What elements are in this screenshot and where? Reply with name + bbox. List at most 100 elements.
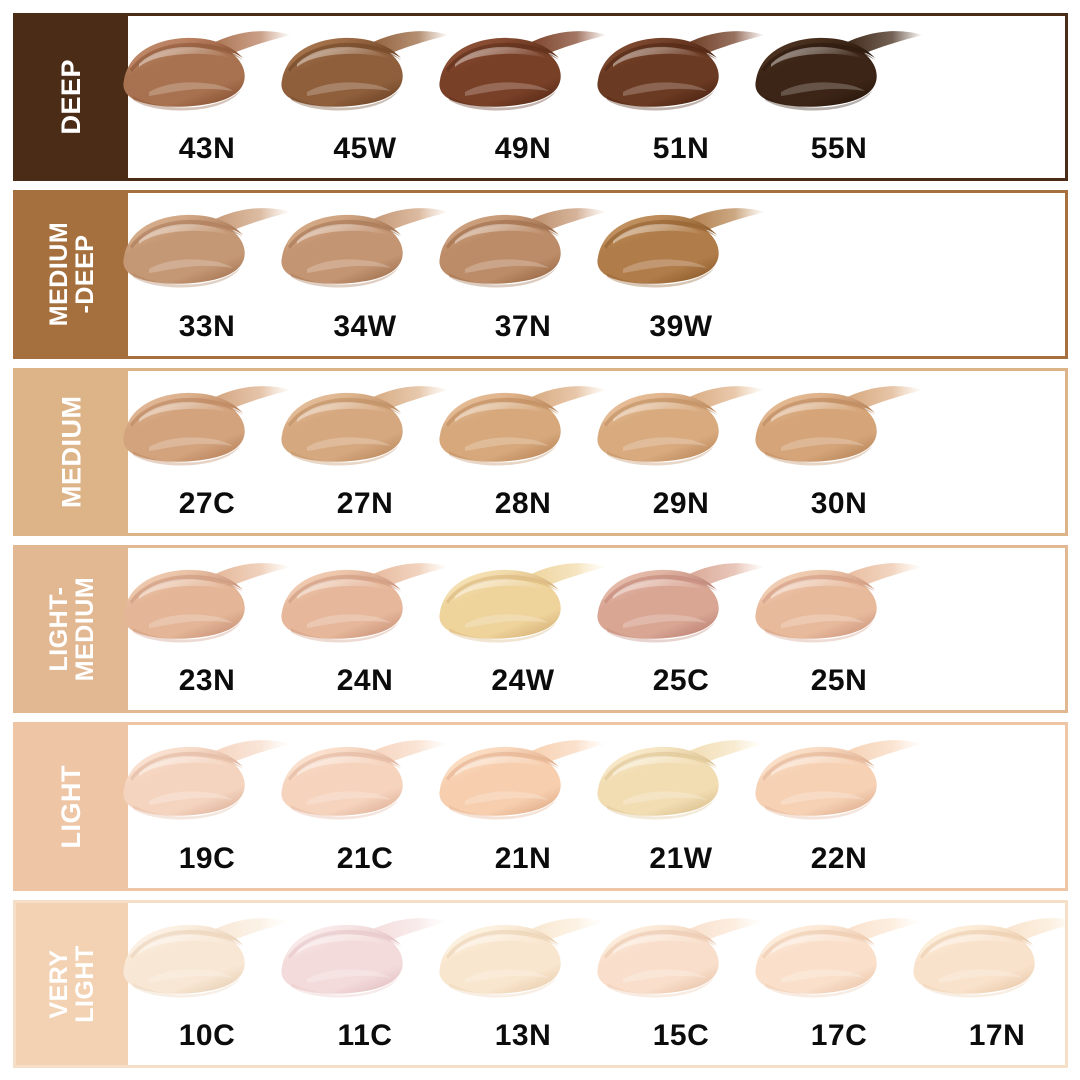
swatch-cell[interactable]: 34W (281, 193, 449, 355)
shade-code: 27N (336, 486, 394, 520)
category-label-text: DEEP (56, 59, 87, 135)
swatch-cell[interactable]: 17N (913, 903, 1065, 1065)
swatch-cell[interactable]: 39W (597, 193, 765, 355)
shade-code: 19C (178, 841, 236, 875)
swatch-cell[interactable]: 24N (281, 548, 449, 710)
shade-code: 25C (652, 664, 710, 698)
swatch-cell[interactable]: 10C (123, 903, 291, 1065)
swatch-cell[interactable]: 51N (597, 16, 765, 178)
swatch-strip-light-medium: 23N (123, 548, 1065, 710)
swatch-cell[interactable]: 21W (597, 725, 765, 887)
foundation-smear-swatch-icon (273, 22, 463, 130)
swatch-cell[interactable]: 49N (439, 16, 607, 178)
foundation-smear-swatch-icon (747, 22, 937, 130)
swatch-cell[interactable]: 11C (281, 903, 449, 1065)
swatch-strip-deep: 43N (123, 16, 1065, 178)
swatch-cell[interactable]: 21C (281, 725, 449, 887)
foundation-smear-swatch-icon (747, 731, 937, 839)
category-label-medium: MEDIUM (16, 370, 128, 533)
foundation-smear-swatch-icon (747, 554, 937, 662)
shade-code: 15C (652, 1018, 710, 1052)
shade-code: 25N (810, 664, 868, 698)
swatch-cell[interactable]: 24W (439, 548, 607, 710)
category-label-light: LIGHT (16, 725, 128, 888)
swatch-cell[interactable]: 21N (439, 725, 607, 887)
shade-code: 34W (333, 309, 397, 343)
swatch-cell[interactable]: 13N (439, 903, 607, 1065)
shade-row-deep: DEEP (13, 13, 1068, 182)
swatch-strip-very-light: 10C (123, 903, 1065, 1065)
shade-code: 43N (178, 132, 236, 166)
foundation-smear-swatch-icon (115, 22, 305, 130)
swatch-cell[interactable]: 19C (123, 725, 291, 887)
swatch-cell[interactable]: 17C (755, 903, 923, 1065)
foundation-smear-swatch-icon (589, 731, 779, 839)
category-label-very-light: VERY LIGHT (16, 902, 128, 1065)
foundation-smear-swatch-icon (115, 199, 305, 307)
shade-code: 21W (649, 841, 713, 875)
foundation-smear-swatch-icon (273, 909, 463, 1017)
swatch-cell[interactable]: 27N (281, 371, 449, 533)
swatch-cell[interactable]: 23N (123, 548, 291, 710)
category-label-medium-deep: MEDIUM -DEEP (16, 193, 128, 356)
shade-code: 39W (649, 309, 713, 343)
foundation-smear-swatch-icon (747, 909, 937, 1017)
shade-code: 17N (968, 1018, 1026, 1052)
foundation-smear-swatch-icon (431, 909, 621, 1017)
swatch-cell[interactable]: 25C (597, 548, 765, 710)
shade-code: 55N (810, 132, 868, 166)
swatch-cell[interactable]: 28N (439, 371, 607, 533)
shade-code: 21C (336, 841, 394, 875)
foundation-smear-swatch-icon (273, 377, 463, 485)
foundation-smear-swatch-icon (431, 731, 621, 839)
category-label-text: LIGHT- MEDIUM (44, 576, 99, 682)
foundation-smear-swatch-icon (589, 199, 779, 307)
swatch-cell[interactable]: 22N (755, 725, 923, 887)
shade-code: 24W (491, 664, 555, 698)
foundation-smear-swatch-icon (115, 909, 305, 1017)
foundation-smear-swatch-icon (115, 554, 305, 662)
shade-code: 10C (178, 1018, 236, 1052)
category-label-text: MEDIUM (56, 395, 87, 509)
swatch-cell[interactable]: 29N (597, 371, 765, 533)
foundation-smear-swatch-icon (905, 909, 1065, 1017)
swatch-cell[interactable]: 33N (123, 193, 291, 355)
swatch-cell[interactable]: 15C (597, 903, 765, 1065)
shade-code: 28N (494, 486, 552, 520)
swatch-cell[interactable]: 25N (755, 548, 923, 710)
shade-code: 29N (652, 486, 710, 520)
shade-code: 11C (337, 1018, 393, 1052)
foundation-smear-swatch-icon (431, 199, 621, 307)
category-label-text: MEDIUM -DEEP (44, 222, 99, 327)
swatch-cell[interactable]: 27C (123, 371, 291, 533)
shade-row-very-light: VERY LIGHT (13, 899, 1068, 1068)
swatch-cell[interactable]: 37N (439, 193, 607, 355)
foundation-smear-swatch-icon (431, 22, 621, 130)
swatch-strip-medium-deep: 33N (123, 193, 1065, 355)
shade-code: 30N (810, 486, 868, 520)
category-label-light-medium: LIGHT- MEDIUM (16, 547, 128, 711)
shade-code: 24N (336, 664, 394, 698)
foundation-smear-swatch-icon (115, 377, 305, 485)
swatch-strip-light: 19C (123, 725, 1065, 887)
foundation-smear-swatch-icon (589, 377, 779, 485)
foundation-smear-swatch-icon (273, 554, 463, 662)
shade-code: 49N (494, 132, 552, 166)
shade-code: 45W (333, 132, 397, 166)
foundation-smear-swatch-icon (431, 554, 621, 662)
category-label-deep: DEEP (16, 16, 128, 179)
swatch-cell[interactable]: 55N (755, 16, 923, 178)
swatch-cell[interactable]: 45W (281, 16, 449, 178)
foundation-smear-swatch-icon (747, 377, 937, 485)
foundation-smear-swatch-icon (431, 377, 621, 485)
shade-row-light-medium: LIGHT- MEDIUM (13, 544, 1068, 714)
shade-row-medium-deep: MEDIUM -DEEP (13, 190, 1068, 359)
shade-code: 33N (178, 309, 236, 343)
category-label-text: LIGHT (56, 764, 87, 849)
shade-code: 22N (810, 841, 868, 875)
foundation-smear-swatch-icon (273, 731, 463, 839)
foundation-smear-swatch-icon (273, 199, 463, 307)
swatch-cell[interactable]: 30N (755, 371, 923, 533)
swatch-cell[interactable]: 43N (123, 16, 291, 178)
